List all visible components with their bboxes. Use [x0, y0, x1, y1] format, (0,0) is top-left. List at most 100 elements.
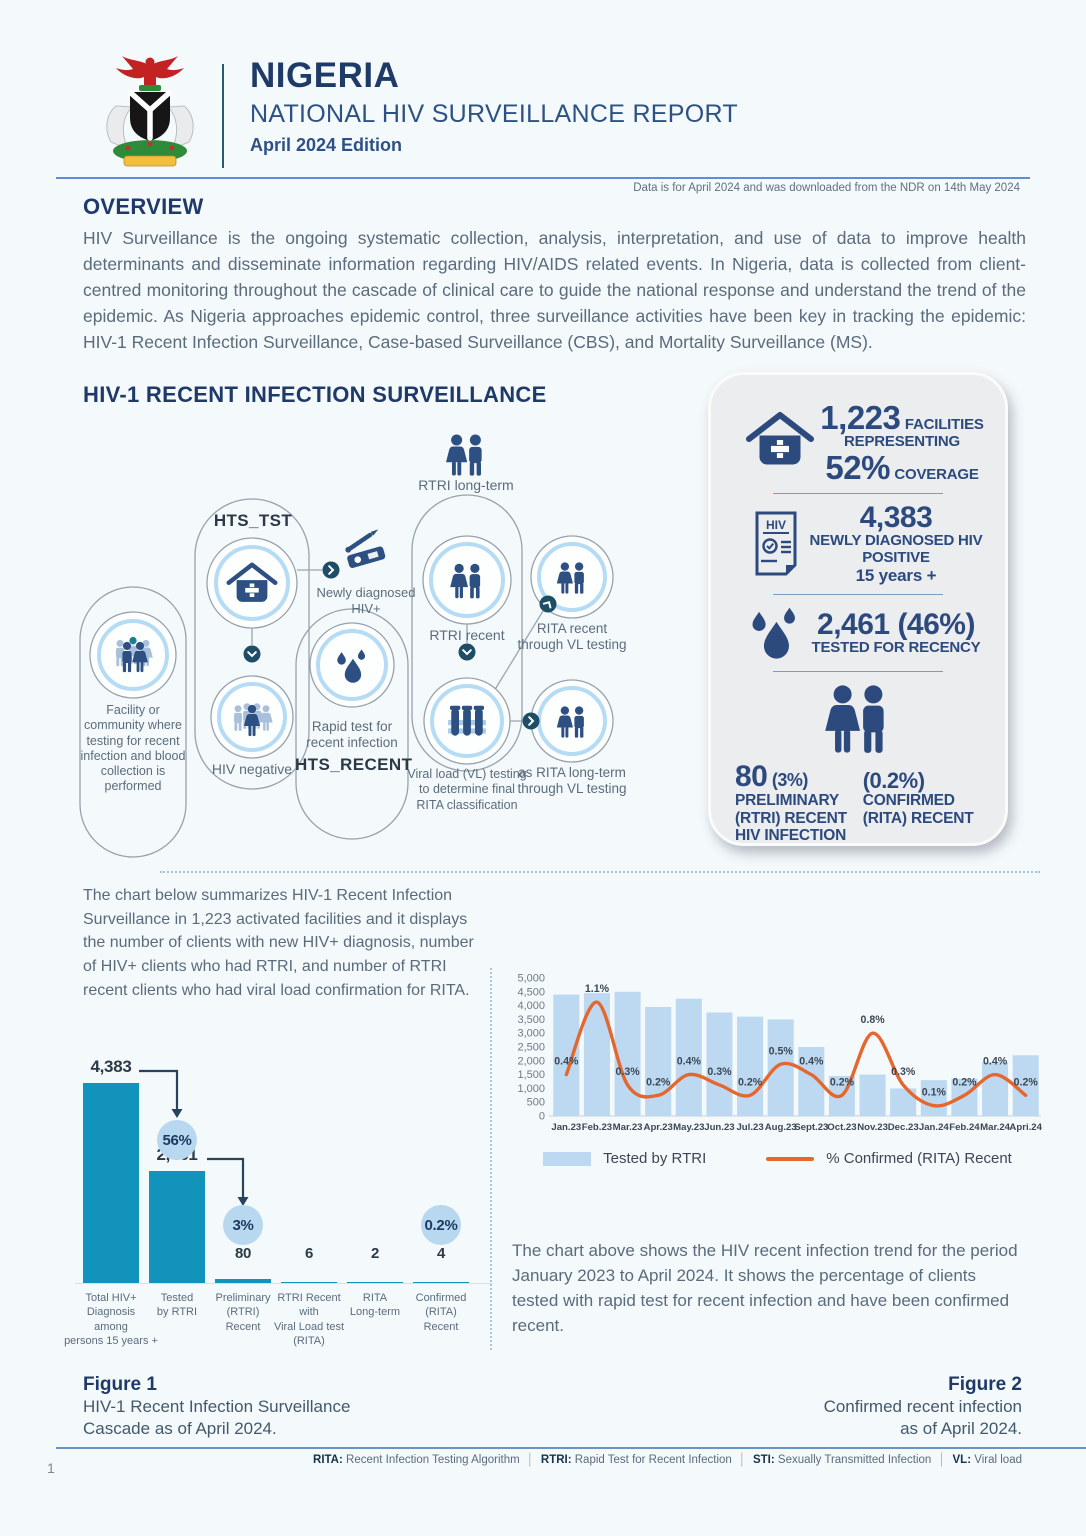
svg-text:HIV: HIV: [766, 518, 786, 532]
abbr-term: STI:: [752, 1454, 778, 1466]
rita-longterm-label: as RITA long-term through VL testing: [517, 765, 627, 797]
figure2-ytick: 1,000: [517, 1083, 545, 1095]
rtri-capsule: [411, 494, 523, 772]
figure1-bar: [281, 1281, 337, 1283]
figure2-xtick: Oct.23: [827, 1122, 856, 1133]
legend-bar-swatch: [543, 1151, 592, 1166]
ris-cascade-diagram: HTS_TST Facility or community where test…: [75, 415, 720, 865]
figure1-chart: 4,383 Total HIV+ Diagnosis among persons …: [64, 1055, 495, 1355]
figure2-legend: Tested by RTRI % Confirmed (RITA) Recent: [505, 1150, 1050, 1167]
figure1-axis: [75, 1283, 493, 1284]
panel-divider-2: [772, 594, 944, 596]
figure2-xtick: Jul.23: [736, 1122, 763, 1133]
abbr-term: RITA:: [313, 1454, 347, 1466]
report-edition: April 2024 Edition: [250, 135, 403, 155]
figure2-bar: [645, 1006, 672, 1116]
figure2-xtick: Mar.24: [980, 1122, 1011, 1133]
figure2-xtick: Sept.23: [794, 1122, 828, 1133]
figure2-bar: [675, 998, 702, 1116]
vertical-dotted-separator: [490, 968, 492, 1350]
figure1-arrows: [139, 1069, 249, 1206]
header-divider: [222, 64, 224, 168]
figure1-category-label: Tested by RTRI: [156, 1292, 198, 1319]
figure2-ytick: 3,500: [517, 1014, 545, 1026]
facility-label: Facility or community where testing for …: [80, 703, 186, 794]
figure2-pct-label: 0.2%: [646, 1076, 671, 1088]
rita-label: CONFIRMED (RITA) RECENT: [862, 792, 974, 827]
figure2-pct-label: 0.3%: [891, 1066, 916, 1078]
figure1-caption-title: Figure 1: [83, 1374, 157, 1395]
figure1-category-label: Confirmed (RITA) Recent: [415, 1292, 467, 1333]
diagram-circles: [89, 535, 614, 765]
nigeria-coat-of-arms: [106, 56, 194, 167]
ris-cascade-diagram-art: [79, 415, 614, 858]
country-name: NIGERIA: [250, 56, 400, 95]
figure1-category-label: Preliminary (RTRI) Recent: [215, 1292, 271, 1333]
figure2-ytick: 4,500: [517, 986, 545, 998]
figure1-bar: [149, 1170, 205, 1283]
figure2-bar: [920, 1080, 947, 1116]
hts-tst-label: HTS_TST: [213, 511, 293, 530]
figure1-category-label: RTRI Recent with Viral Load test (RITA): [273, 1292, 345, 1347]
abbr-definition: Recent Infection Testing Algorithm: [346, 1454, 520, 1466]
recency-label: TESTED FOR RECENCY: [811, 639, 981, 657]
abbr-term: VL:: [952, 1454, 975, 1466]
data-note: Data is for April 2024 and was downloade…: [633, 182, 1020, 194]
clinic-house-icon: [743, 408, 817, 476]
figure1-caption: Figure 1 HIV-1 Recent Infection Surveill…: [83, 1374, 350, 1440]
legend-confirmed-rita: % Confirmed (RITA) Recent: [766, 1150, 1012, 1167]
figure2-pct-label: 1.1%: [585, 983, 610, 995]
report-title: NATIONAL HIV SURVEILLANCE REPORT: [250, 100, 738, 128]
rtri-number: 80: [735, 760, 768, 794]
figure2-caption: Figure 2 Confirmed recent infection as o…: [620, 1374, 1022, 1440]
figure1-bar: [413, 1281, 469, 1283]
figure2-ytick: 2,500: [517, 1042, 545, 1054]
figure1-bar: [215, 1279, 271, 1283]
figure2-pct-label: 0.2%: [738, 1076, 763, 1088]
hts-recent-capsule: [295, 608, 409, 840]
figure2-pct-label: 0.3%: [615, 1066, 640, 1078]
figure2-pct-label: 0.2%: [952, 1076, 977, 1088]
panel-divider-1: [772, 492, 944, 494]
legend-tested-by-rtri: Tested by RTRI: [543, 1150, 706, 1167]
figure2-xtick: Aug.23: [765, 1122, 797, 1133]
abbr-definition: Sexually Transmitted Infection: [777, 1454, 932, 1466]
figure2-xtick: Apri.24: [1009, 1122, 1042, 1133]
viral-load-tubes-icon: [448, 705, 486, 736]
figure2-bar: [859, 1074, 886, 1116]
diagnosed-age: 15 years +: [855, 566, 937, 586]
rtri-pct: (3%): [771, 770, 809, 791]
figure2-caption-title: Figure 2: [948, 1374, 1022, 1395]
figure1-intro: The chart below summarizes HIV-1 Recent …: [83, 887, 474, 999]
figure1-value-label: 2: [370, 1245, 380, 1262]
newly-diagnosed-label: Newly diagnosed HIV+: [316, 585, 416, 616]
figure1-bar: [347, 1281, 403, 1283]
overview-heading: OVERVIEW: [83, 194, 204, 219]
figure2-bar: [767, 1019, 794, 1116]
hiv-document-icon: HIV: [755, 511, 797, 576]
coverage-word: COVERAGE: [894, 465, 979, 483]
figure2-caption-text: Confirmed recent infection as of April 2…: [823, 1397, 1022, 1439]
figure2-pct-label: 0.3%: [707, 1066, 732, 1078]
figure2-pct-label: 0.2%: [1014, 1076, 1039, 1088]
rtri-recent-stat: 80 (3%) PRELIMINARY (RTRI) RECENT HIV IN…: [735, 762, 863, 844]
figure2-pct-label: 0.8%: [860, 1014, 885, 1026]
figure2-ytick: 2,000: [517, 1055, 545, 1067]
facilities-stat: 1,223 FACILITIES REPRESENTING 52% COVERA…: [711, 401, 1005, 484]
figure1-value-label: 80: [234, 1245, 252, 1262]
figure2-xtick: Jan.23: [551, 1122, 581, 1133]
rtri-longterm-pair-icon: [446, 435, 482, 476]
diagnosed-number: 4,383: [859, 500, 933, 534]
figure2-xtick: May.23: [673, 1122, 704, 1133]
legend-line-label: % Confirmed (RITA) Recent: [826, 1150, 1012, 1167]
hts-recent-label: HTS_RECENT: [295, 755, 413, 774]
figure2-xtick: Dec.23: [888, 1122, 919, 1133]
page-number: 1: [47, 1460, 55, 1476]
diagnosed-stat: HIV 4,383 NEWLY DIAGNOSED HIV POSITIVE 1…: [711, 500, 1005, 586]
flow-arrows: [243, 561, 557, 730]
header-title-block: NIGERIA NATIONAL HIV SURVEILLANCE REPORT…: [250, 56, 738, 156]
section-heading: HIV-1 RECENT INFECTION SURVEILLANCE: [83, 382, 547, 407]
figure2-xtick: Jan.24: [919, 1122, 950, 1133]
figure2-pct-label: 0.4%: [677, 1056, 702, 1068]
